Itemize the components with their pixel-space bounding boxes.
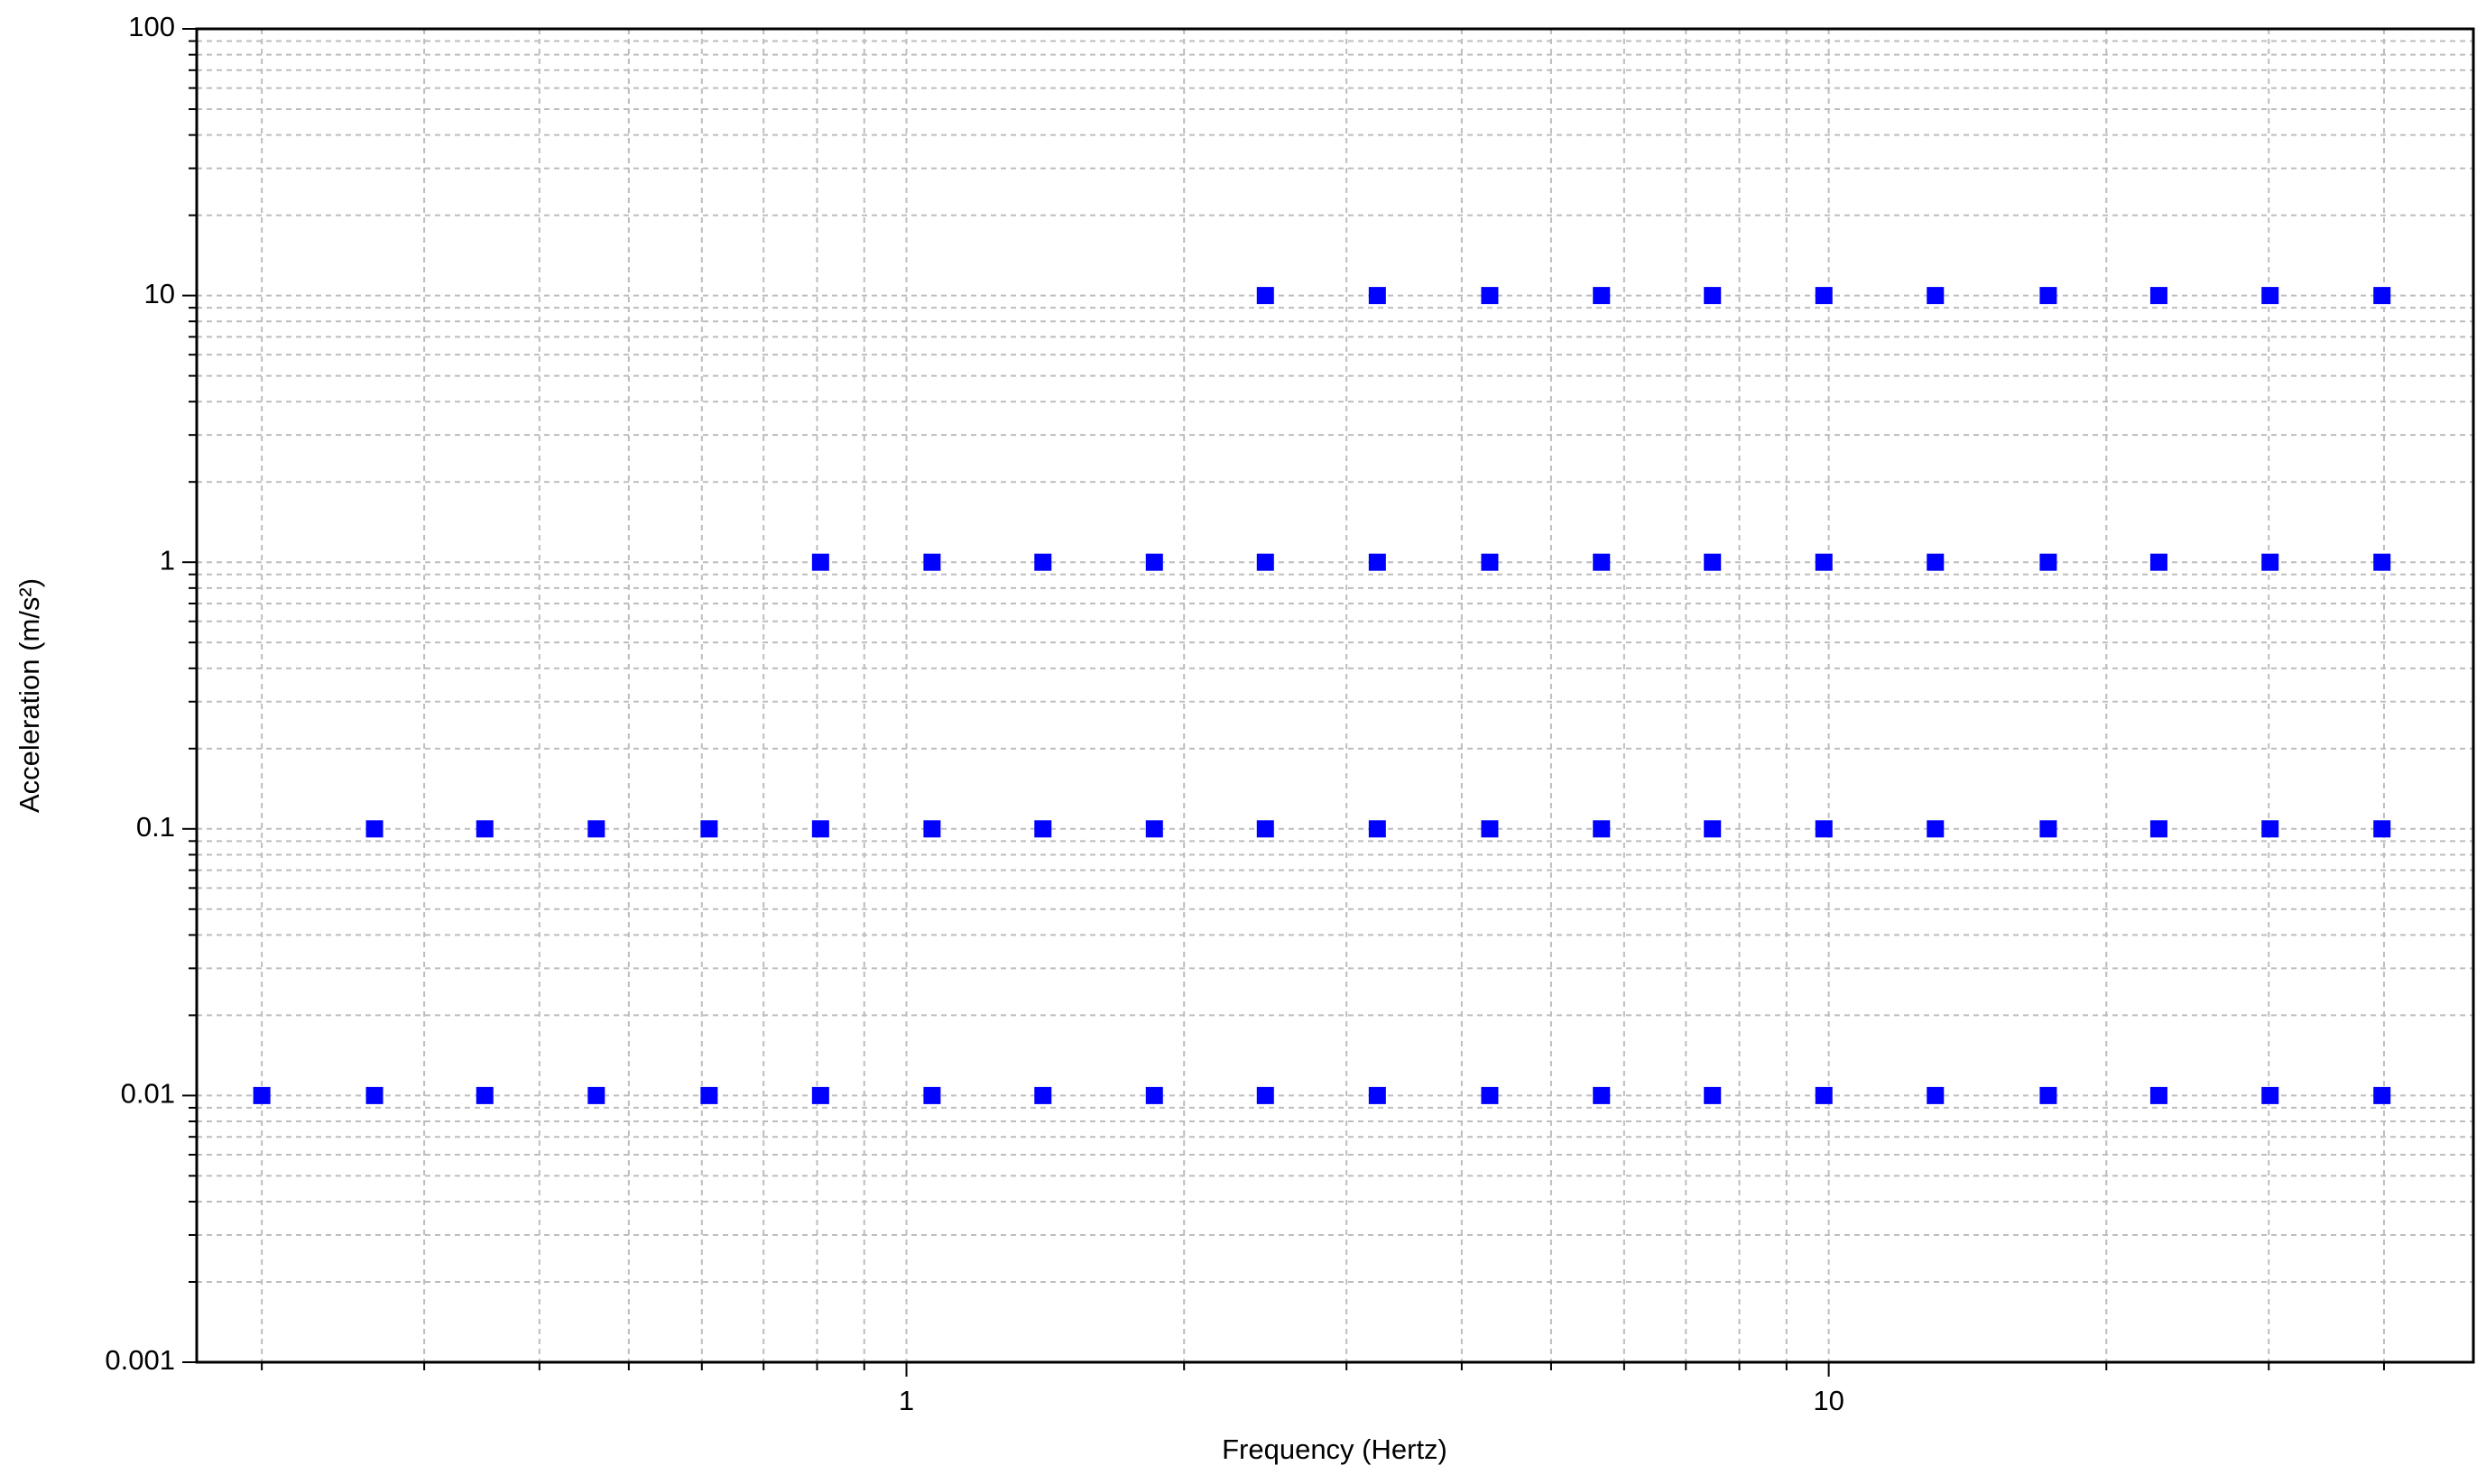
- point: [1145, 553, 1163, 571]
- point: [2373, 553, 2391, 571]
- point: [476, 1086, 494, 1104]
- point: [365, 820, 384, 838]
- point: [1368, 1086, 1386, 1104]
- point: [2149, 287, 2167, 305]
- point: [1481, 820, 1499, 838]
- point: [923, 553, 941, 571]
- point: [1481, 1086, 1499, 1104]
- point: [2149, 553, 2167, 571]
- point: [1593, 1086, 1611, 1104]
- y-tick-label: 100: [128, 11, 175, 42]
- point: [2373, 1086, 2391, 1104]
- x-tick-label: 10: [1813, 1385, 1844, 1416]
- point: [2373, 820, 2391, 838]
- point: [2373, 287, 2391, 305]
- point: [2261, 820, 2279, 838]
- point: [1034, 553, 1052, 571]
- point: [1145, 820, 1163, 838]
- point: [2261, 553, 2279, 571]
- point: [1704, 287, 1722, 305]
- point: [2261, 287, 2279, 305]
- point: [1368, 553, 1386, 571]
- point: [1815, 287, 1833, 305]
- point: [476, 820, 494, 838]
- y-axis-label: Acceleration (m/s²): [14, 578, 45, 813]
- point: [811, 553, 829, 571]
- point: [923, 1086, 941, 1104]
- point: [253, 1086, 271, 1104]
- point: [1593, 287, 1611, 305]
- point: [1704, 1086, 1722, 1104]
- point: [1815, 1086, 1833, 1104]
- point: [1256, 820, 1274, 838]
- point: [2261, 1086, 2279, 1104]
- y-tick-label: 0.1: [136, 811, 175, 843]
- point: [1927, 553, 1945, 571]
- point: [1368, 820, 1386, 838]
- point: [1481, 553, 1499, 571]
- point: [2039, 287, 2057, 305]
- point: [1145, 1086, 1163, 1104]
- point: [700, 820, 718, 838]
- point: [1481, 287, 1499, 305]
- point: [2039, 820, 2057, 838]
- point: [1704, 553, 1722, 571]
- point: [2039, 1086, 2057, 1104]
- x-axis-label: Frequency (Hertz): [1222, 1433, 1447, 1465]
- point: [2149, 820, 2167, 838]
- point: [1704, 820, 1722, 838]
- point: [2149, 1086, 2167, 1104]
- point: [1256, 287, 1274, 305]
- point: [1256, 1086, 1274, 1104]
- plot-frame: [195, 27, 2475, 1364]
- point: [700, 1086, 718, 1104]
- point: [1368, 287, 1386, 305]
- x-tick-label: 1: [899, 1385, 914, 1416]
- point: [1927, 820, 1945, 838]
- point: [1815, 553, 1833, 571]
- point: [811, 1086, 829, 1104]
- point: [1815, 820, 1833, 838]
- point: [1034, 1086, 1052, 1104]
- point: [923, 820, 941, 838]
- point: [1034, 820, 1052, 838]
- point: [365, 1086, 384, 1104]
- point: [1927, 1086, 1945, 1104]
- y-tick-label: 0.001: [105, 1344, 175, 1376]
- point: [811, 820, 829, 838]
- point: [1593, 553, 1611, 571]
- point: [587, 1086, 605, 1104]
- point: [1256, 553, 1274, 571]
- y-tick-label: 0.01: [121, 1078, 175, 1110]
- point: [2039, 553, 2057, 571]
- point: [1593, 820, 1611, 838]
- y-tick-label: 10: [144, 278, 175, 309]
- point: [1927, 287, 1945, 305]
- point: [587, 820, 605, 838]
- y-tick-label: 1: [160, 544, 175, 576]
